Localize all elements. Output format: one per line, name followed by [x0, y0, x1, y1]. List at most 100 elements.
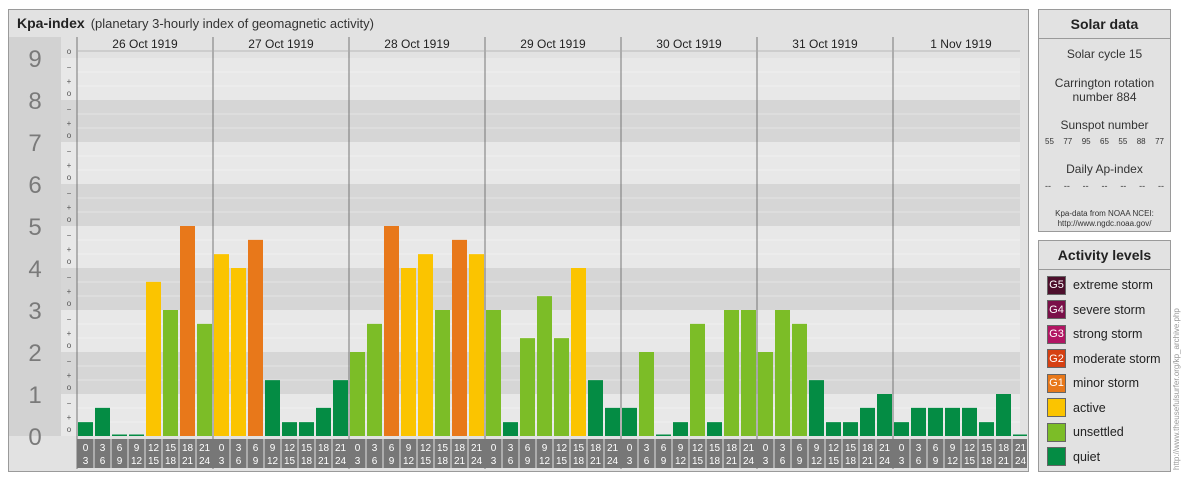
y-minor-label: o: [67, 47, 72, 56]
kp-bar: [231, 268, 246, 436]
interval-end-label: 12: [811, 456, 823, 467]
sunspot-value: 55: [1118, 137, 1128, 146]
interval-cell: [315, 439, 332, 468]
interval-end-label: 9: [117, 456, 123, 467]
ap-index-value: --: [1082, 181, 1089, 191]
kp-bar: [384, 226, 399, 436]
activity-level-item: G4 severe storm: [1047, 300, 1145, 320]
interval-start-label: 21: [471, 443, 483, 454]
interval-start-label: 18: [590, 443, 602, 454]
interval-end-label: 9: [797, 456, 803, 467]
interval-end-label: 6: [916, 456, 922, 467]
sunspot-value: 65: [1100, 137, 1109, 146]
interval-end-label: 18: [165, 456, 177, 467]
interval-end-label: 12: [267, 456, 279, 467]
y-tick-label: 4: [28, 256, 41, 283]
interval-cell: [587, 439, 604, 468]
chart-title: Kpa-index (planetary 3-hourly index of ge…: [17, 15, 374, 31]
carrington-rotation-line2: number 884: [1072, 90, 1137, 104]
kp-bar: [945, 407, 960, 436]
interval-end-label: 3: [627, 456, 633, 467]
interval-end-label: 12: [131, 456, 143, 467]
interval-start-label: 9: [814, 443, 820, 454]
interval-start-label: 12: [148, 443, 160, 454]
kpa-source-link[interactable]: http://www.ngdc.noaa.gov/: [1057, 219, 1152, 228]
kp-bar: [996, 394, 1011, 436]
activity-level-badge: G5: [1047, 275, 1066, 295]
interval-cell: [876, 439, 893, 468]
interval-cell: [842, 439, 859, 468]
sunspot-values: 55 77 95 65 55 88 77: [1039, 137, 1170, 146]
interval-cell: [961, 439, 978, 468]
interval-cell: [706, 439, 723, 468]
y-minor-label: +: [67, 245, 72, 254]
activity-level-item: unsettled: [1047, 422, 1124, 442]
interval-cell: [825, 439, 842, 468]
activity-levels-panel: Activity levels G5 extreme storm G4 severe …: [1038, 240, 1171, 472]
kp-bar: [877, 394, 892, 436]
interval-cell: [893, 439, 910, 468]
level-band: [9, 184, 1020, 226]
interval-end-label: 9: [389, 456, 395, 467]
solar-data-panel: Solar data Solar cycle 15 Carrington rot…: [1038, 9, 1171, 232]
y-tick-label: 2: [28, 340, 41, 367]
y-minor-label: o: [67, 383, 72, 392]
interval-start-label: 18: [862, 443, 874, 454]
interval-cell: [553, 439, 570, 468]
activity-level-item: G5 extreme storm: [1047, 275, 1153, 295]
interval-labels: 0336699121215151818212124033669912121515…: [77, 439, 1027, 468]
sunspot-value: 95: [1081, 137, 1091, 146]
activity-level-label: active: [1073, 400, 1106, 415]
kp-bars: [78, 226, 1027, 436]
kp-bar: [129, 434, 144, 436]
interval-end-label: 6: [780, 456, 786, 467]
interval-cell: [774, 439, 791, 468]
kp-bar: [435, 310, 450, 436]
interval-start-label: 0: [899, 443, 905, 454]
activity-level-item: quiet: [1047, 447, 1100, 467]
kp-bar: [197, 323, 212, 436]
interval-start-label: 15: [573, 443, 585, 454]
level-band: [9, 58, 1020, 100]
kp-bar: [401, 268, 416, 436]
kp-bar: [452, 239, 467, 436]
interval-cell: [655, 439, 672, 468]
y-tick-label: 5: [28, 214, 41, 241]
interval-cell: [349, 439, 366, 468]
y-minor-labels: o + − o + − o + − o + − o + − o + − o + − o + − o + − o: [67, 47, 72, 434]
day-label: 31 Oct 1919: [792, 37, 858, 51]
solar-cycle: Solar cycle 15: [1066, 47, 1143, 61]
interval-end-label: 12: [539, 456, 551, 467]
interval-end-label: 21: [318, 456, 330, 467]
interval-start-label: 6: [253, 443, 259, 454]
interval-start-label: 18: [318, 443, 330, 454]
interval-cell: [740, 439, 757, 468]
interval-start-label: 12: [284, 443, 296, 454]
interval-end-label: 21: [182, 456, 194, 467]
kp-bar: [588, 380, 603, 436]
interval-start-label: 0: [763, 443, 769, 454]
y-tick-label: 0: [28, 424, 41, 451]
interval-end-label: 18: [301, 456, 313, 467]
interval-end-label: 18: [981, 456, 993, 467]
kp-bar: [282, 422, 297, 436]
y-axis: 0 1 2 3 4 5 6 7 8 9: [28, 46, 41, 451]
interval-end-label: 21: [998, 456, 1010, 467]
activity-level-item: G3 strong storm: [1047, 324, 1142, 344]
activity-level-label: severe storm: [1073, 302, 1146, 317]
interval-start-label: 18: [182, 443, 194, 454]
y-minor-label: +: [67, 161, 72, 170]
kp-bar: [537, 296, 552, 436]
interval-end-label: 24: [335, 456, 347, 467]
interval-cell: [434, 439, 451, 468]
interval-cell: [978, 439, 995, 468]
interval-end-label: 15: [964, 456, 976, 467]
interval-start-label: 6: [661, 443, 667, 454]
y-minor-label: o: [67, 425, 72, 434]
chart-subtitle: (planetary 3-hourly index of geomagnetic…: [90, 16, 374, 31]
interval-end-label: 9: [525, 456, 531, 467]
kp-bar: [299, 422, 314, 436]
level-band: [9, 142, 1020, 184]
sunspot-value: 88: [1136, 137, 1146, 146]
interval-cell: [859, 439, 876, 468]
